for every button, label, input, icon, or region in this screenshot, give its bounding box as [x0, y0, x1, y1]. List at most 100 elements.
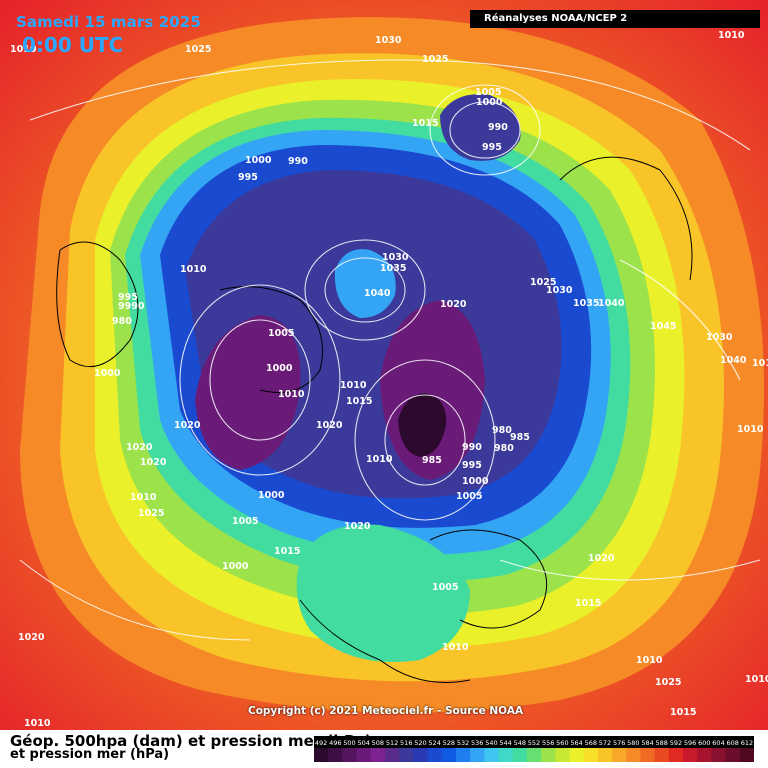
- scale-swatch: [668, 748, 684, 762]
- scale-swatch: [626, 748, 641, 762]
- scale-label: 608: [726, 739, 738, 747]
- isobar-label: 1040: [364, 288, 391, 299]
- scale-swatch: [711, 748, 727, 762]
- isobar-label: 1010: [636, 655, 663, 666]
- map-title: Géop. 500hpa (dam) et pression mer (hPa): [10, 732, 372, 750]
- isobar-label: 990: [488, 122, 508, 133]
- scale-swatch: [314, 748, 329, 762]
- scale-label: 564: [570, 739, 582, 747]
- scale-label: 576: [613, 739, 625, 747]
- scale-swatch: [739, 748, 754, 762]
- isobar-label: 1020: [344, 521, 371, 532]
- scale-swatch: [384, 748, 400, 762]
- scale-label: 592: [670, 739, 682, 747]
- scale-swatch: [399, 748, 414, 762]
- isobar-label: 1045: [650, 321, 676, 332]
- isobar-label: 1035: [573, 298, 599, 309]
- isobar-label: 1025: [185, 44, 211, 55]
- isobar-label: 1000: [94, 368, 121, 379]
- scale-swatch: [654, 748, 670, 762]
- isobar-label: 1020: [440, 299, 467, 310]
- scale-swatch: [370, 748, 386, 762]
- scale-swatch: [526, 748, 542, 762]
- scale-swatch: [342, 748, 358, 762]
- scale-label: 536: [471, 739, 483, 747]
- isobar-label: 1015: [575, 598, 601, 609]
- band-high-cyan: [334, 249, 396, 318]
- isobar-label: 1030: [375, 35, 402, 46]
- scale-label: 556: [542, 739, 554, 747]
- isobar-label: 1015: [752, 358, 768, 369]
- scale-swatch: [484, 748, 500, 762]
- scale-label: 524: [428, 739, 440, 747]
- isobar-label: 1030: [382, 252, 409, 263]
- scale-swatch: [612, 748, 627, 762]
- isobar-labels: 1010 1025 1030 1025 1010 1005 1000 990 995 1015 10…: [10, 30, 768, 729]
- scale-label: 516: [400, 739, 412, 747]
- scale-label: 572: [599, 739, 611, 747]
- isobar-label: 1005: [268, 328, 294, 339]
- scale-swatch: [512, 748, 528, 762]
- scale-label: 500: [343, 739, 355, 747]
- isobar-label: 1000: [462, 476, 489, 487]
- isobar-lines: [19, 59, 761, 641]
- scale-label: 496: [329, 739, 341, 747]
- isobar-label: 1025: [138, 508, 164, 519]
- isobar-label: 1040: [598, 298, 625, 309]
- scale-swatch: [356, 748, 372, 762]
- scale-swatch: [541, 748, 556, 762]
- scale-label: 544: [499, 739, 511, 747]
- map-subtitle: et pression mer (hPa): [10, 747, 170, 762]
- isobar-label: 1010: [10, 44, 37, 55]
- scale-swatch: [413, 748, 429, 762]
- scale-label: 584: [641, 739, 653, 747]
- isobar-label: 1000: [222, 561, 249, 572]
- scale-label: 504: [357, 739, 369, 747]
- map-time: 0:00 UTC: [22, 33, 124, 57]
- isobar-label: 1025: [422, 54, 448, 65]
- isobar-label: 1020: [588, 553, 615, 564]
- scale-label: 492: [315, 739, 327, 747]
- isobar-label: 995: [118, 292, 138, 303]
- scale-swatch: [498, 748, 514, 762]
- isobar-label: 1005: [475, 87, 501, 98]
- scale-label: 604: [712, 739, 724, 747]
- isobar-label: 995: [482, 142, 502, 153]
- isobar-label: 1010: [340, 380, 367, 391]
- isobar-label: 985: [422, 455, 442, 466]
- isobar-label: 1010: [718, 30, 745, 41]
- scale-swatch: [455, 748, 471, 762]
- scale-swatch: [441, 748, 457, 762]
- isobar-label: 1005: [456, 491, 482, 502]
- isobar-label: 985: [510, 432, 530, 443]
- scale-label: 512: [386, 739, 398, 747]
- map-date: Samedi 15 mars 2025: [16, 13, 201, 31]
- isobar-label: 1010: [24, 718, 51, 729]
- copyright-text: Copyright (c) 2021 Meteociel.fr - Source…: [248, 705, 524, 717]
- scale-swatch: [683, 748, 698, 762]
- scale-label: 528: [443, 739, 455, 747]
- scale-label: 612: [741, 739, 753, 747]
- isobar-label: 1000: [258, 490, 285, 501]
- isobar-label: 1040: [720, 355, 747, 366]
- band-purple-west: [195, 315, 301, 470]
- isobar-label: 1010: [366, 454, 393, 465]
- isobar-label: 990: [288, 156, 308, 167]
- scale-swatch: [583, 748, 599, 762]
- isobar-label: 1020: [18, 632, 45, 643]
- isobar-label: 1035: [380, 263, 406, 274]
- isobar-label: 1010: [130, 492, 157, 503]
- scale-swatch: [555, 748, 570, 762]
- isobar-label: 1010: [180, 264, 207, 275]
- geopotential-map: 1010 1025 1030 1025 1010 1005 1000 990 995 1015 10…: [0, 0, 768, 730]
- scale-swatch: [569, 748, 585, 762]
- isobar-label: 980: [494, 443, 514, 454]
- scale-swatch: [697, 748, 712, 762]
- scale-swatch: [597, 748, 613, 762]
- color-scale: 492 496 500 504 508 512 516 520 524 528 532 536 540 5…: [314, 736, 754, 762]
- scale-swatch: [328, 748, 343, 762]
- scale-swatch: [640, 748, 656, 762]
- isobar-label: 995: [462, 460, 482, 471]
- scale-label: 580: [627, 739, 639, 747]
